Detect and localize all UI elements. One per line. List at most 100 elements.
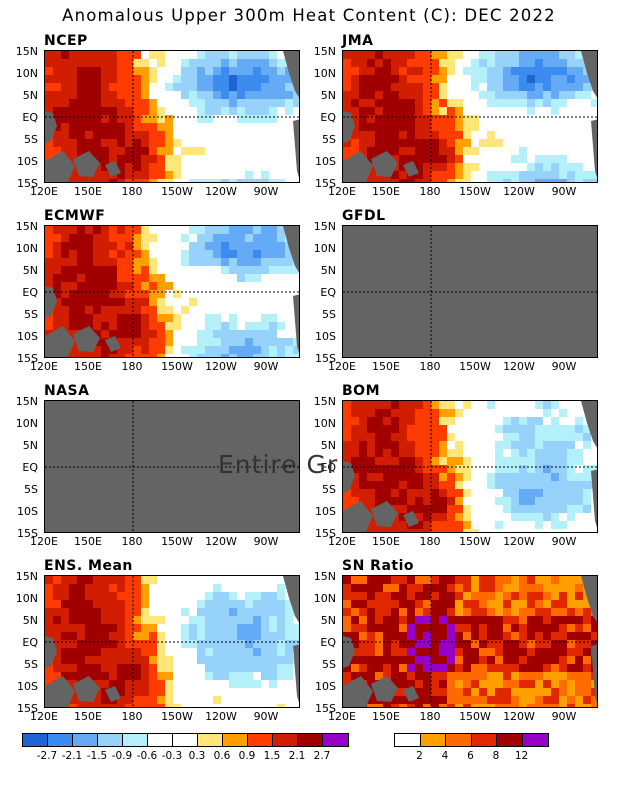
heatmap-cell — [245, 59, 253, 67]
heatmap-cell — [53, 91, 61, 99]
heatmap-cell — [61, 67, 69, 75]
heatmap-cell — [181, 584, 189, 592]
heatmap-cell — [181, 242, 189, 250]
heatmap-cell — [479, 123, 487, 131]
lon-tick-label: 180 — [419, 535, 441, 548]
heatmap-cell — [285, 696, 293, 704]
heatmap-cell — [109, 250, 117, 258]
heatmap-cell — [261, 688, 269, 696]
heatmap-cell — [205, 139, 213, 147]
heatmap-cell — [527, 576, 535, 584]
heatmap-cell — [407, 584, 415, 592]
heatmap-cell — [479, 67, 487, 75]
heatmap-cell — [245, 107, 253, 115]
heatmap-cell — [125, 131, 133, 139]
heatmap-cell — [117, 354, 125, 357]
heatmap-cell — [415, 664, 423, 672]
heatmap-cell — [69, 704, 77, 707]
heatmap-cell — [567, 449, 575, 457]
heatmap-cell — [141, 171, 149, 179]
heatmap-cell — [197, 656, 205, 664]
heatmap-cell — [383, 656, 391, 664]
heatmap-cell — [479, 624, 487, 632]
heatmap-cell — [229, 600, 237, 608]
lat-tick-label: 5S — [322, 483, 336, 496]
heatmap-cell — [53, 584, 61, 592]
heatmap-cell — [125, 592, 133, 600]
heatmap-cell — [575, 59, 583, 67]
heatmap-cell — [471, 672, 479, 680]
heatmap-cell — [229, 75, 237, 83]
heatmap-cell — [141, 163, 149, 171]
heatmap-cell — [447, 616, 455, 624]
heatmap-cell — [53, 115, 61, 123]
heatmap-cell — [423, 688, 431, 696]
heatmap-cell — [471, 179, 479, 182]
heatmap-cell — [181, 640, 189, 648]
lat-tick-label: 15N — [15, 45, 38, 58]
heatmap-cell — [343, 59, 351, 67]
heatmap-cell — [189, 584, 197, 592]
lon-tick-label: 180 — [121, 710, 143, 723]
heatmap-cell — [149, 338, 157, 346]
heatmap-cell — [285, 672, 293, 680]
heatmap-cell — [527, 67, 535, 75]
heatmap-cell — [197, 266, 205, 274]
heatmap-cell — [455, 576, 463, 584]
heatmap-cell — [391, 608, 399, 616]
heatmap-cell — [487, 640, 495, 648]
map-area — [342, 575, 598, 708]
heatmap-cell — [133, 290, 141, 298]
heatmap-cell — [253, 51, 261, 59]
heatmap-cell — [407, 99, 415, 107]
heatmap-cell — [479, 433, 487, 441]
heatmap-cell — [479, 401, 487, 409]
heatmap-cell — [431, 632, 439, 640]
heatmap-cell — [439, 680, 447, 688]
heatmap-cell — [197, 314, 205, 322]
heatmap-cell — [439, 616, 447, 624]
heatmap-cell — [245, 234, 253, 242]
heatmap-cell — [559, 171, 567, 179]
heatmap-cell — [221, 179, 229, 182]
heatmap-cell — [69, 266, 77, 274]
heatmap-cell — [535, 417, 543, 425]
heatmap-cell — [399, 616, 407, 624]
heatmap-cell — [423, 99, 431, 107]
heatmap-cell — [157, 91, 165, 99]
heatmap-cell — [101, 672, 109, 680]
colorbar-tick-label: -2.1 — [61, 750, 83, 762]
heatmap-cell — [173, 624, 181, 632]
heatmap-cell — [221, 346, 229, 354]
heatmap-cell — [503, 505, 511, 513]
heatmap-cell — [423, 680, 431, 688]
heatmap-cell — [189, 123, 197, 131]
heatmap-cell — [495, 449, 503, 457]
heatmap-cell — [471, 449, 479, 457]
lon-tick-label: 120E — [328, 710, 356, 723]
heatmap-cell — [431, 425, 439, 433]
heatmap-cell — [261, 75, 269, 83]
heatmap-cell — [157, 656, 165, 664]
heatmap-cell — [109, 600, 117, 608]
heatmap-cell — [253, 600, 261, 608]
heatmap-cell — [527, 592, 535, 600]
heatmap-cell — [559, 51, 567, 59]
heatmap-cell — [559, 529, 567, 532]
heatmap-cell — [375, 664, 383, 672]
heatmap-cell — [455, 704, 463, 707]
heatmap-cell — [125, 648, 133, 656]
heatmap-cell — [527, 600, 535, 608]
heatmap-cell — [343, 417, 351, 425]
heatmap-cell — [567, 457, 575, 465]
heatmap-cell — [527, 624, 535, 632]
lon-tick-label: 90W — [551, 185, 577, 198]
heatmap-cell — [487, 425, 495, 433]
heatmap-cell — [359, 425, 367, 433]
heatmap-cell — [213, 600, 221, 608]
heatmap-cell — [399, 91, 407, 99]
heatmap-cell — [117, 155, 125, 163]
heatmap-cell — [181, 274, 189, 282]
heatmap-cell — [575, 441, 583, 449]
heatmap-cell — [567, 648, 575, 656]
